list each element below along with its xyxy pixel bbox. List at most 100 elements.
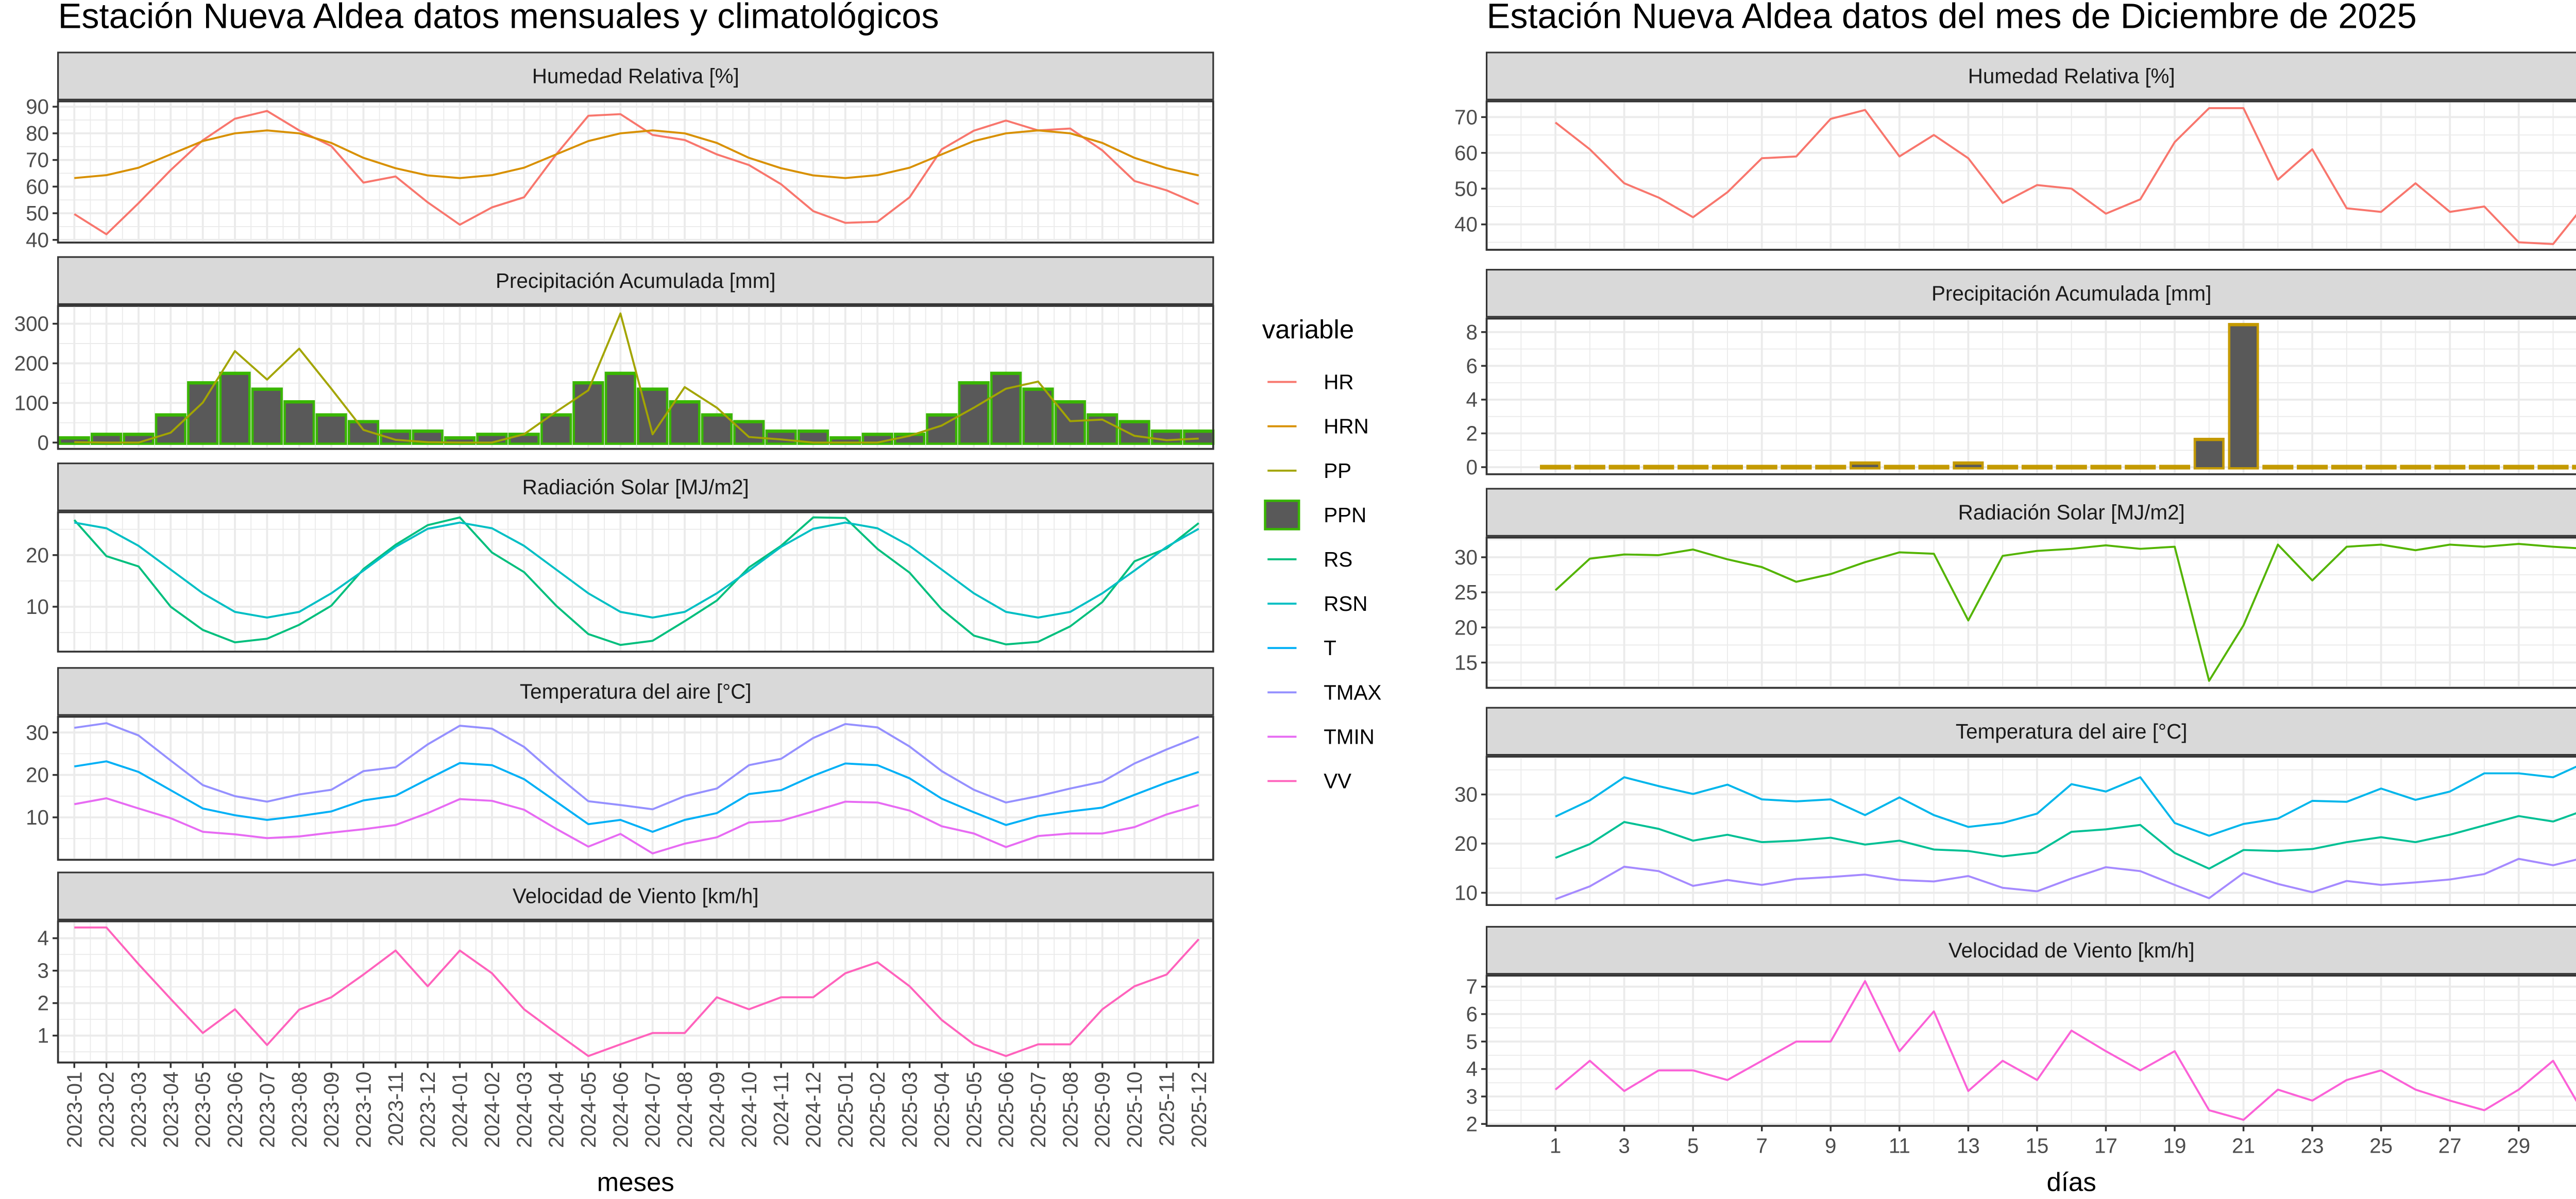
y-tick-label: 100 xyxy=(14,391,49,415)
y-tick-label: 40 xyxy=(26,228,49,252)
x-tick-label: 2025-05 xyxy=(962,1072,986,1148)
panel-temperatura-del-aire-c: Temperatura del aire [°C] 10 20 30 xyxy=(1454,707,2576,906)
x-tick-label: 15 xyxy=(2025,1134,2048,1158)
legend-item-hrn: HRN xyxy=(1267,415,1369,438)
x-tick-label: 7 xyxy=(1756,1134,1767,1158)
gridlines xyxy=(1486,537,2576,688)
bar-pp xyxy=(2537,465,2569,470)
bar-fill-ppn xyxy=(414,433,442,443)
strip-label: Radiación Solar [MJ/m2] xyxy=(522,475,749,499)
bar-pp xyxy=(2572,465,2576,470)
x-tick-label: 25 xyxy=(2369,1134,2393,1158)
y-tick-label: 80 xyxy=(26,122,49,145)
y-tick-label: 5 xyxy=(1466,1030,1477,1053)
left-chart-title: Estación Nueva Aldea datos mensuales y c… xyxy=(58,0,939,36)
daily-chart: Humedad Relativa [%]40506070Precipitació… xyxy=(1454,52,2576,1158)
bar-fill-ppn xyxy=(800,433,827,443)
y-tick-label: 30 xyxy=(26,721,49,744)
bar-pp xyxy=(1711,465,1743,470)
points-rsn xyxy=(74,522,1199,618)
bars-pp xyxy=(1540,323,2576,470)
points-vv xyxy=(74,927,1199,1056)
y-tick-label: 8 xyxy=(1466,320,1477,344)
panel-velocidad-de-viento-km-h: Velocidad de Viento [km/h] 1 2 3 4 xyxy=(38,871,1214,1064)
plot-border xyxy=(57,715,1214,861)
bar-pp xyxy=(2331,465,2362,470)
x-tick-label: 2024-09 xyxy=(705,1072,728,1148)
x-tick-label: 2025-06 xyxy=(994,1072,1018,1148)
bar-pp xyxy=(2434,465,2466,470)
x-tick-label: 2023-01 xyxy=(62,1072,86,1148)
x-tick-label: 2024-04 xyxy=(545,1072,568,1148)
legend-item-tmin: TMIN xyxy=(1267,725,1375,748)
y-tick-label: 25 xyxy=(1454,580,1478,604)
panel-precipitaci-n-acumulada-mm: Precipitación Acumulada [mm] 0 2 4 6 8 xyxy=(1466,269,2576,479)
x-tick-label: 2023-09 xyxy=(319,1072,343,1148)
bar-pp xyxy=(2468,465,2500,470)
strip-header xyxy=(1485,488,2576,537)
y-tick-label: 30 xyxy=(1454,783,1478,807)
x-tick-label: 2023-07 xyxy=(255,1072,279,1148)
points-pp xyxy=(74,313,1199,443)
strip-header xyxy=(57,52,1214,100)
x-axis: 135791113151719212325272931 xyxy=(1550,1126,2576,1158)
bar-pp xyxy=(1884,465,1915,470)
bar-fill-ppn xyxy=(1185,433,1212,443)
x-tick-label: 29 xyxy=(2507,1134,2530,1158)
series-line-t xyxy=(74,760,1199,833)
y-tick-label: 60 xyxy=(26,175,49,198)
plot-area xyxy=(57,920,1214,1064)
strip-label: Humedad Relativa [%] xyxy=(1968,64,2175,88)
x-tick-label: 2025-02 xyxy=(866,1072,889,1148)
legend-key-bar-fill xyxy=(1266,502,1298,528)
x-tick-label: 2024-06 xyxy=(608,1072,632,1148)
y-tick-label: 3 xyxy=(38,959,49,983)
legend-label: TMIN xyxy=(1324,725,1375,748)
points-t xyxy=(1555,816,2553,869)
strip-label: Precipitación Acumulada [mm] xyxy=(1931,281,2211,305)
legend-item-ppn: PPN xyxy=(1264,499,1366,530)
y-tick-label: 3 xyxy=(1466,1085,1477,1108)
plot-area xyxy=(57,100,1214,244)
x-tick-label: 2024-10 xyxy=(737,1072,761,1148)
series-line-hr xyxy=(74,110,1199,235)
bar-pp xyxy=(1781,465,1812,470)
bar-pp xyxy=(2021,465,2053,470)
y-tick-label: 7 xyxy=(1466,975,1477,999)
x-tick-label: 2024-05 xyxy=(577,1072,600,1148)
gridlines xyxy=(58,716,1213,861)
y-tick-label: 20 xyxy=(1454,832,1478,855)
points-rs xyxy=(74,517,1199,645)
strip-label: Temperatura del aire [°C] xyxy=(1956,720,2188,743)
bar-pp xyxy=(1677,465,1709,470)
x-tick-label: 2023-11 xyxy=(384,1072,408,1146)
x-tick-label: 11 xyxy=(1889,1134,1910,1158)
strip-header xyxy=(57,256,1214,305)
legend-item-pp: PP xyxy=(1267,459,1351,483)
panel-radiaci-n-solar-mj-m2: Radiación Solar [MJ/m2] 10 20 xyxy=(26,463,1214,653)
bar-fill-pp xyxy=(1852,465,1878,468)
strip-header xyxy=(1485,52,2576,100)
plot-area xyxy=(1485,100,2576,251)
points-tmax xyxy=(1555,773,2553,836)
y-tick-label: 200 xyxy=(14,352,49,375)
bars-ppn xyxy=(58,371,1215,445)
strip-header xyxy=(57,463,1214,511)
series-line-rsn xyxy=(74,521,1199,619)
x-tick-label: 17 xyxy=(2094,1134,2117,1158)
points-tmax xyxy=(74,723,1199,810)
plot-area xyxy=(1485,317,2576,475)
points-hrn xyxy=(74,130,1199,178)
panel-radiaci-n-solar-mj-m2: Radiación Solar [MJ/m2] 15 20 25 30 xyxy=(1454,488,2576,689)
x-tick-label: 2024-08 xyxy=(673,1072,697,1148)
gridlines xyxy=(58,101,1213,243)
bar-pp xyxy=(2056,465,2087,470)
left-x-axis-title: meses xyxy=(597,1168,674,1197)
strip-label: Temperatura del aire [°C] xyxy=(520,680,752,704)
x-tick-label: 2023-10 xyxy=(352,1072,376,1148)
gridlines xyxy=(1486,318,2576,474)
x-tick-label: 2023-04 xyxy=(159,1072,182,1148)
points-hr xyxy=(1555,108,2553,244)
plot-border xyxy=(57,511,1214,653)
series-line-pp xyxy=(74,312,1199,444)
